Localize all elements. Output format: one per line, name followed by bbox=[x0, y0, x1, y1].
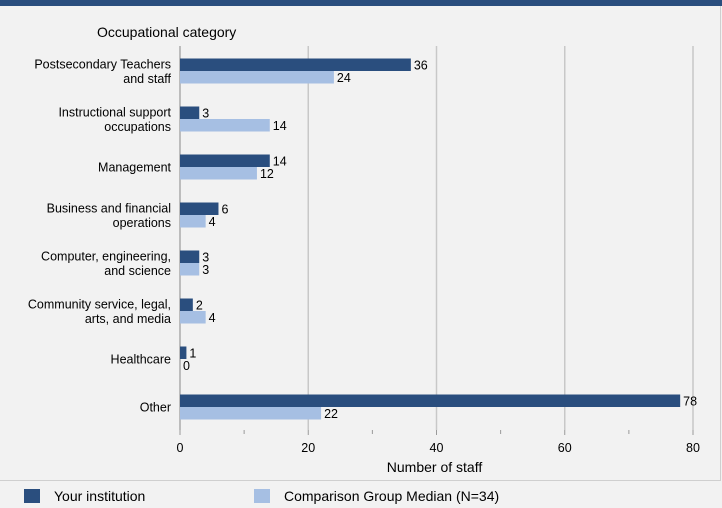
data-label: 3 bbox=[202, 107, 209, 121]
data-label: 2 bbox=[196, 299, 203, 313]
data-label: 1 bbox=[189, 347, 196, 361]
bar-comparison-group bbox=[180, 263, 200, 276]
bar-comparison-group bbox=[180, 119, 270, 132]
x-axis-title: Number of staff bbox=[387, 459, 483, 475]
category-label: Management bbox=[98, 161, 171, 175]
data-label: 22 bbox=[324, 407, 338, 421]
x-tick-label: 60 bbox=[558, 441, 572, 455]
data-label: 3 bbox=[202, 251, 209, 265]
bar-your-institution bbox=[180, 154, 270, 167]
data-label: 4 bbox=[209, 215, 216, 229]
data-label: 24 bbox=[337, 71, 351, 85]
bar-your-institution bbox=[180, 346, 187, 359]
category-label: and staff bbox=[123, 72, 171, 86]
bar-comparison-group bbox=[180, 167, 257, 180]
data-label: 14 bbox=[273, 119, 287, 133]
y-axis-title: Occupational category bbox=[97, 24, 236, 40]
category-label: Other bbox=[140, 401, 171, 415]
x-tick-label: 40 bbox=[430, 441, 444, 455]
category-label: Healthcare bbox=[111, 353, 171, 367]
x-tick-label: 20 bbox=[301, 441, 315, 455]
bar-your-institution bbox=[180, 250, 200, 263]
data-label: 0 bbox=[183, 359, 190, 373]
bar-your-institution bbox=[180, 394, 681, 407]
category-label: operations bbox=[113, 216, 171, 230]
x-tick-label: 0 bbox=[177, 441, 184, 455]
bar-comparison-group bbox=[180, 407, 322, 420]
bar-comparison-group bbox=[180, 71, 334, 84]
bar-your-institution bbox=[180, 298, 193, 311]
legend-label-your-institution: Your institution bbox=[54, 488, 146, 504]
header-bar bbox=[0, 0, 722, 6]
data-label: 78 bbox=[683, 395, 697, 409]
legend-item-comparison-group: Comparison Group Median (N=34) bbox=[254, 486, 499, 506]
data-label: 6 bbox=[221, 203, 228, 217]
legend-label-comparison-group: Comparison Group Median (N=34) bbox=[284, 488, 500, 504]
data-label: 4 bbox=[209, 311, 216, 325]
bar-comparison-group bbox=[180, 215, 206, 228]
data-label: 3 bbox=[202, 263, 209, 277]
legend-swatch-comparison-group bbox=[254, 489, 270, 503]
category-label: arts, and media bbox=[85, 312, 171, 326]
x-tick-label: 80 bbox=[686, 441, 700, 455]
bar-comparison-group bbox=[180, 311, 206, 324]
category-label: Instructional support bbox=[58, 105, 171, 119]
bar-your-institution bbox=[180, 202, 219, 215]
category-label: occupations bbox=[104, 120, 171, 134]
category-label: Postsecondary Teachers bbox=[34, 57, 171, 71]
category-label: Community service, legal, bbox=[28, 297, 171, 311]
bar-your-institution bbox=[180, 58, 411, 71]
legend-swatch-your-institution bbox=[24, 489, 40, 503]
category-label: and science bbox=[104, 264, 171, 278]
legend-item-your-institution: Your institution bbox=[24, 486, 145, 506]
data-label: 14 bbox=[273, 155, 287, 169]
plot-panel: 0 20 40 60 80 Occupational category Number of … bbox=[0, 6, 721, 481]
data-label: 12 bbox=[260, 167, 274, 181]
bar-your-institution bbox=[180, 106, 200, 119]
legend: Your institution Comparison Group Median… bbox=[0, 484, 722, 508]
data-label: 36 bbox=[414, 59, 428, 73]
category-label: Business and financial bbox=[47, 201, 171, 215]
category-label: Computer, engineering, bbox=[41, 249, 171, 263]
